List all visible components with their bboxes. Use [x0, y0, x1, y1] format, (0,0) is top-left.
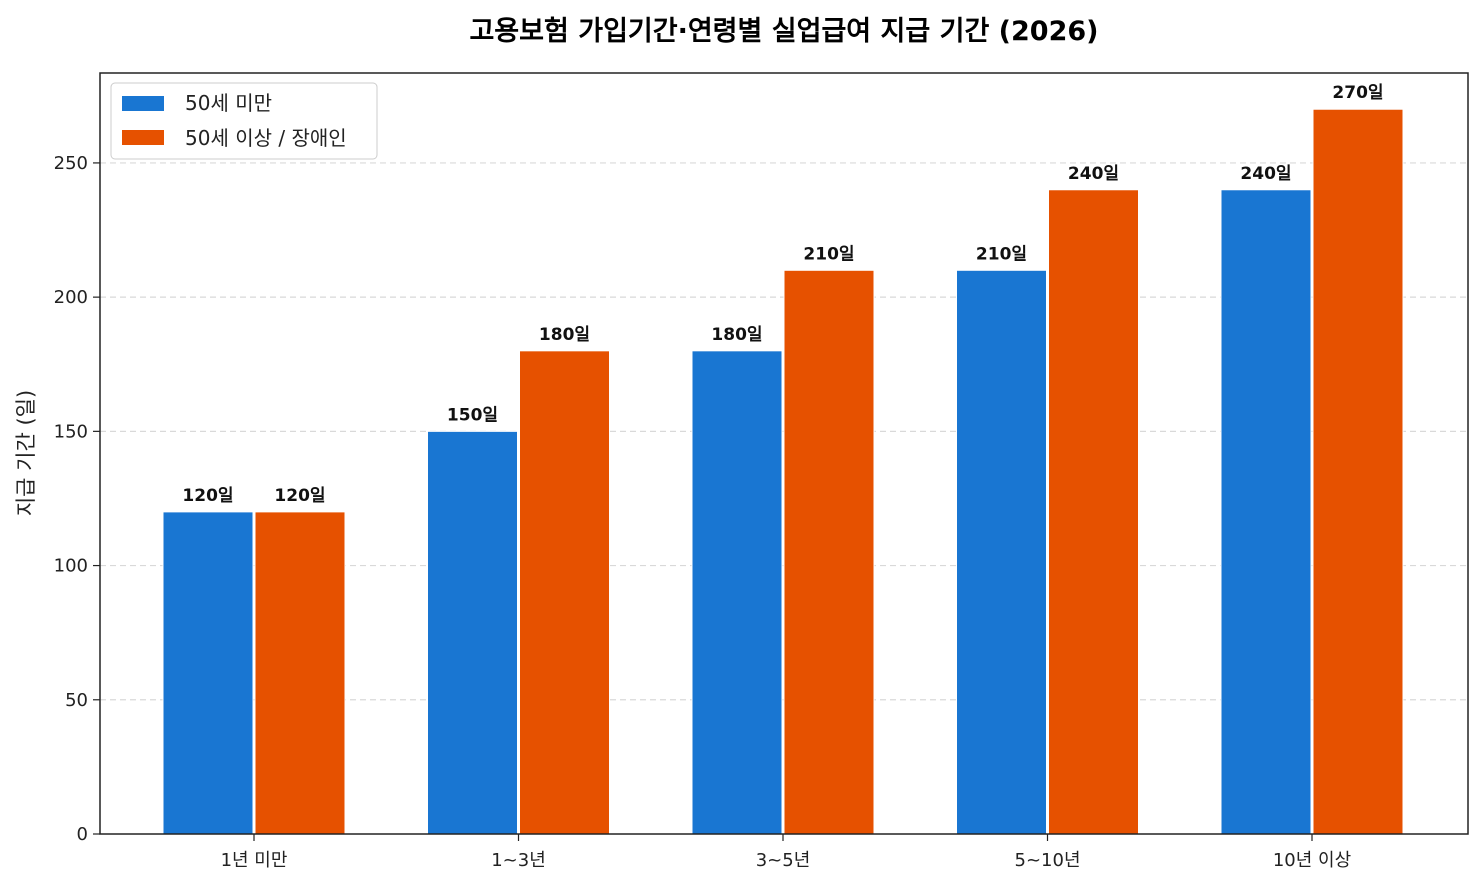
legend-label-under-50: 50세 미만 — [185, 91, 272, 115]
y-tick-label: 100 — [54, 556, 88, 577]
bar-50-plus — [254, 511, 346, 835]
bar-value-label: 240일 — [1240, 164, 1291, 184]
bar-value-label: 150일 — [447, 405, 498, 425]
bar-value-label: 210일 — [803, 244, 854, 264]
bar-under-50 — [427, 430, 518, 835]
chart-title: 고용보험 가입기간·연령별 실업급여 지급 기간 (2026) — [469, 16, 1098, 47]
bar-value-label: 180일 — [711, 325, 762, 345]
legend-swatch-under-50 — [122, 96, 164, 111]
legend-label-50-plus: 50세 이상 / 장애인 — [185, 126, 347, 150]
y-axis: 0 50 100 150 200 250 — [54, 153, 100, 845]
legend: 50세 미만 50세 이상 / 장애인 — [110, 82, 378, 160]
bar-50-plus — [519, 350, 610, 835]
bar-50-plus — [1312, 108, 1404, 835]
y-tick-label: 150 — [54, 421, 88, 442]
bar-value-label: 240일 — [1068, 164, 1119, 184]
x-tick-label: 1~3년 — [491, 850, 546, 871]
y-tick-label: 0 — [77, 824, 88, 845]
bar-under-50 — [691, 350, 783, 835]
x-axis: 1년 미만 1~3년 3~5년 5~10년 10년 이상 — [221, 834, 1351, 871]
bar-under-50 — [956, 269, 1047, 835]
bar-value-label: 120일 — [182, 486, 233, 506]
y-tick-label: 50 — [65, 690, 88, 711]
y-axis-label: 지급 기간 (일) — [14, 390, 38, 516]
x-tick-label: 1년 미만 — [221, 850, 288, 871]
bar-value-label: 120일 — [274, 486, 325, 506]
bar-50-plus — [783, 269, 875, 835]
legend-swatch-50-plus — [122, 130, 164, 145]
legend-frame — [110, 82, 378, 160]
y-tick-label: 250 — [54, 153, 88, 174]
y-tick-label: 200 — [54, 287, 88, 308]
x-tick-label: 10년 이상 — [1273, 850, 1351, 871]
plot-frame — [99, 72, 1469, 835]
x-tick-label: 3~5년 — [756, 850, 811, 871]
bar-value-label: 270일 — [1332, 83, 1383, 103]
bar-under-50 — [1220, 189, 1312, 835]
x-tick-label: 5~10년 — [1015, 850, 1081, 871]
bar-value-label: 180일 — [539, 325, 590, 345]
bar-under-50 — [162, 511, 254, 835]
bars — [162, 108, 1404, 835]
value-labels: 120일 120일 150일 180일 180일 210일 210일 240일 240일 270일 — [182, 83, 1383, 506]
bar-50-plus — [1048, 189, 1139, 835]
bar-value-label: 210일 — [976, 244, 1027, 264]
